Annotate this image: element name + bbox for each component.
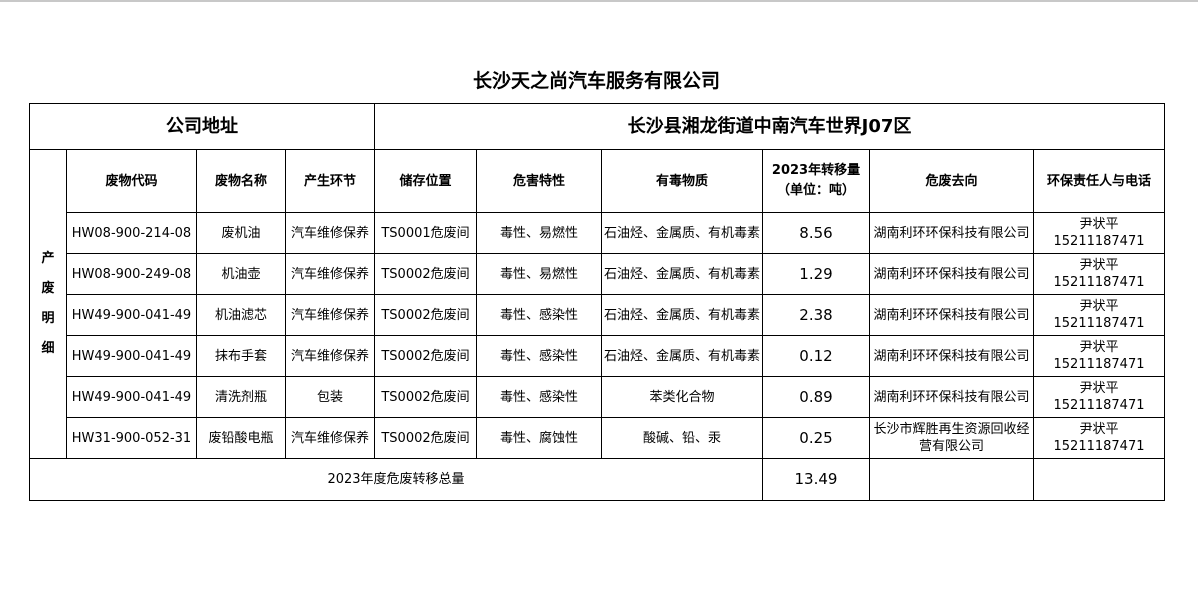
- waste-code: HW31-900-052-31: [66, 417, 197, 459]
- table-row: HW08-900-214-08 废机油 汽车维修保养 TS0001危废间 毒性、…: [30, 212, 1165, 254]
- person-phone: 15211187471: [1053, 275, 1145, 290]
- table-row: HW49-900-041-49 机油滤芯 汽车维修保养 TS0002危废间 毒性…: [30, 294, 1165, 336]
- hazardous-waste-table: 公司地址 长沙县湘龙街道中南汽车世界J07区 产废明细 废物代码 废物名称 产生…: [29, 103, 1165, 501]
- header-amount-text: 2023年转移量（单位：吨）: [771, 163, 861, 198]
- waste-destination: 湖南利环环保科技有限公司: [869, 253, 1034, 295]
- waste-name: 机油滤芯: [196, 294, 286, 336]
- total-row: 2023年度危废转移总量 13.49: [29, 458, 1165, 501]
- toxic-substance: 石油烃、金属质、有机毒素: [601, 294, 763, 336]
- header-dest: 危废去向: [869, 149, 1034, 213]
- person-phone: 15211187471: [1053, 398, 1145, 413]
- header-row: 产废明细 废物代码 废物名称 产生环节 储存位置 危害特性 有毒物质 2023年…: [29, 149, 1165, 459]
- person-phone: 15211187471: [1053, 234, 1145, 249]
- person-name: 尹状平: [1079, 340, 1119, 355]
- person-phone: 15211187471: [1053, 439, 1145, 454]
- total-empty-person: [1033, 458, 1165, 501]
- toxic-substance: 酸碱、铅、汞: [601, 417, 763, 459]
- hazard-property: 毒性、感染性: [476, 376, 602, 418]
- waste-name: 清洗剂瓶: [196, 376, 286, 418]
- waste-destination: 湖南利环环保科技有限公司: [869, 376, 1034, 418]
- responsible-person: 尹状平 15211187471: [1033, 294, 1165, 336]
- waste-code: HW49-900-041-49: [66, 294, 197, 336]
- storage-location: TS0002危废间: [374, 376, 477, 418]
- side-label-text: 产废明细: [41, 251, 55, 356]
- header-toxic: 有毒物质: [601, 149, 763, 213]
- table-row: HW08-900-249-08 机油壶 汽车维修保养 TS0002危废间 毒性、…: [30, 253, 1165, 295]
- hazard-property: 毒性、感染性: [476, 335, 602, 377]
- table-row: HW31-900-052-31 废铅酸电瓶 汽车维修保养 TS0002危废间 毒…: [30, 417, 1165, 459]
- header-person: 环保责任人与电话: [1033, 149, 1165, 213]
- waste-name: 抹布手套: [196, 335, 286, 377]
- waste-name: 机油壶: [196, 253, 286, 295]
- responsible-person: 尹状平 15211187471: [1033, 212, 1165, 254]
- waste-code: HW49-900-041-49: [66, 335, 197, 377]
- total-label: 2023年度危废转移总量: [29, 458, 763, 501]
- storage-location: TS0002危废间: [374, 417, 477, 459]
- transfer-amount: 0.89: [762, 376, 870, 418]
- waste-name: 废铅酸电瓶: [196, 417, 286, 459]
- hazard-property: 毒性、腐蚀性: [476, 417, 602, 459]
- address-value: 长沙县湘龙街道中南汽车世界J07区: [374, 103, 1165, 150]
- waste-stage: 汽车维修保养: [285, 253, 375, 295]
- header-name: 废物名称: [196, 149, 286, 213]
- side-label: 产废明细: [29, 149, 67, 459]
- header-stage: 产生环节: [285, 149, 375, 213]
- responsible-person: 尹状平 15211187471: [1033, 417, 1165, 459]
- table-row: HW49-900-041-49 清洗剂瓶 包装 TS0002危废间 毒性、感染性…: [30, 376, 1165, 418]
- waste-code: HW08-900-214-08: [66, 212, 197, 254]
- waste-code: HW08-900-249-08: [66, 253, 197, 295]
- transfer-amount: 1.29: [762, 253, 870, 295]
- waste-destination: 长沙市辉胜再生资源回收经营有限公司: [869, 417, 1034, 459]
- header-storage: 储存位置: [374, 149, 477, 213]
- storage-location: TS0002危废间: [374, 335, 477, 377]
- waste-stage: 汽车维修保养: [285, 212, 375, 254]
- waste-stage: 汽车维修保养: [285, 417, 375, 459]
- waste-code: HW49-900-041-49: [66, 376, 197, 418]
- header-code: 废物代码: [66, 149, 197, 213]
- storage-location: TS0002危废间: [374, 294, 477, 336]
- table-row: HW49-900-041-49 抹布手套 汽车维修保养 TS0002危废间 毒性…: [30, 335, 1165, 377]
- waste-stage: 包装: [285, 376, 375, 418]
- hazard-property: 毒性、易燃性: [476, 212, 602, 254]
- toxic-substance: 石油烃、金属质、有机毒素: [601, 212, 763, 254]
- waste-destination: 湖南利环环保科技有限公司: [869, 212, 1034, 254]
- address-row: 公司地址 长沙县湘龙街道中南汽车世界J07区: [29, 103, 1165, 150]
- waste-stage: 汽车维修保养: [285, 294, 375, 336]
- toxic-substance: 石油烃、金属质、有机毒素: [601, 335, 763, 377]
- address-label: 公司地址: [29, 103, 375, 150]
- person-name: 尹状平: [1079, 381, 1119, 396]
- person-name: 尹状平: [1079, 422, 1119, 437]
- company-title: 长沙天之尚汽车服务有限公司: [472, 70, 720, 92]
- person-name: 尹状平: [1079, 299, 1119, 314]
- responsible-person: 尹状平 15211187471: [1033, 376, 1165, 418]
- waste-destination: 湖南利环环保科技有限公司: [869, 335, 1034, 377]
- transfer-amount: 0.25: [762, 417, 870, 459]
- hazard-property: 毒性、感染性: [476, 294, 602, 336]
- person-phone: 15211187471: [1053, 357, 1145, 372]
- storage-location: TS0002危废间: [374, 253, 477, 295]
- total-value: 13.49: [762, 458, 870, 501]
- toxic-substance: 苯类化合物: [601, 376, 763, 418]
- transfer-amount: 0.12: [762, 335, 870, 377]
- hazard-property: 毒性、易燃性: [476, 253, 602, 295]
- transfer-amount: 2.38: [762, 294, 870, 336]
- header-hazard: 危害特性: [476, 149, 602, 213]
- responsible-person: 尹状平 15211187471: [1033, 253, 1165, 295]
- transfer-amount: 8.56: [762, 212, 870, 254]
- toxic-substance: 石油烃、金属质、有机毒素: [601, 253, 763, 295]
- waste-destination: 湖南利环环保科技有限公司: [869, 294, 1034, 336]
- person-name: 尹状平: [1079, 258, 1119, 273]
- person-name: 尹状平: [1079, 217, 1119, 232]
- total-empty-dest: [869, 458, 1034, 501]
- waste-stage: 汽车维修保养: [285, 335, 375, 377]
- waste-name: 废机油: [196, 212, 286, 254]
- header-amount: 2023年转移量（单位：吨）: [762, 149, 870, 213]
- responsible-person: 尹状平 15211187471: [1033, 335, 1165, 377]
- person-phone: 15211187471: [1053, 316, 1145, 331]
- storage-location: TS0001危废间: [374, 212, 477, 254]
